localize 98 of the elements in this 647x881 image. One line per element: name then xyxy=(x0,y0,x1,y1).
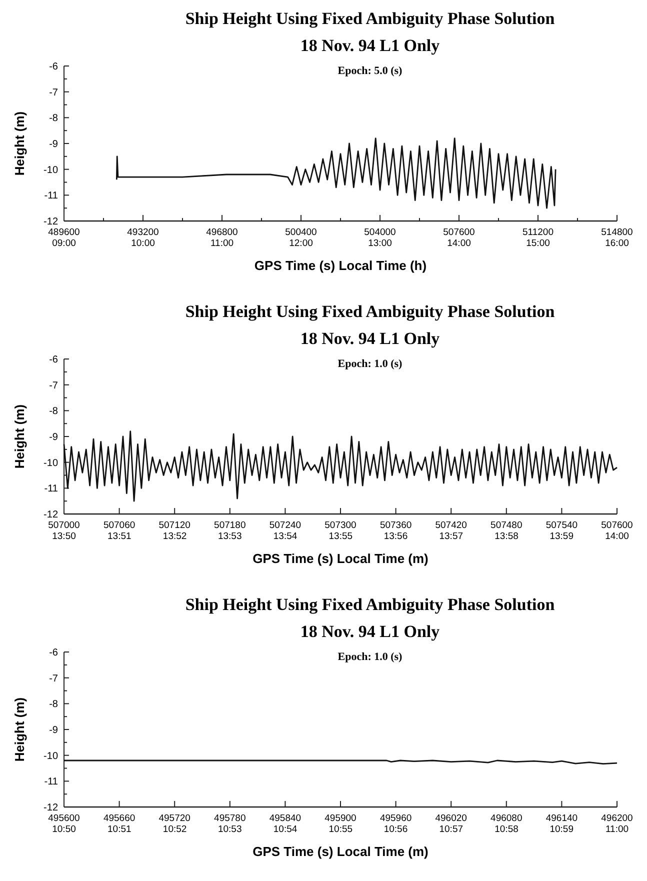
x-tick-label: 496140 xyxy=(546,813,578,824)
y-tick-label: -10 xyxy=(44,750,58,762)
x2-tick-label: 13:57 xyxy=(439,531,464,542)
x2-tick-label: 12:00 xyxy=(289,238,313,249)
y-axis-title: Height (m) xyxy=(12,697,27,762)
x-tick-label: 507180 xyxy=(214,520,246,531)
x2-tick-label: 16:00 xyxy=(605,238,629,249)
y-tick-label: -9 xyxy=(49,725,58,736)
chart-subtitle: 18 Nov. 94 L1 Only xyxy=(300,36,440,55)
x2-tick-label: 10:50 xyxy=(52,824,76,835)
x-tick-label: 507540 xyxy=(546,520,578,531)
chart-subtitle: 18 Nov. 94 L1 Only xyxy=(300,329,440,348)
x2-tick-label: 10:55 xyxy=(328,824,353,835)
x-tick-label: 504000 xyxy=(364,227,396,238)
y-tick-label: -10 xyxy=(44,458,58,469)
x-tick-label: 507240 xyxy=(269,520,302,531)
y-tick-label: -9 xyxy=(49,432,58,443)
x-axis-title: GPS Time (s) Local Time (m) xyxy=(252,551,428,566)
y-tick-label: -11 xyxy=(44,484,58,495)
annotation: Epoch: 5.0 (s) xyxy=(338,65,403,77)
y-tick-label: -10 xyxy=(44,164,58,176)
x2-tick-label: 10:52 xyxy=(162,824,187,835)
y-tick-label: -6 xyxy=(49,62,58,72)
x-tick-label: 507600 xyxy=(443,227,475,238)
x-tick-label: 493200 xyxy=(127,227,159,238)
x2-tick-label: 14:00 xyxy=(605,531,629,542)
x-tick-label: 507420 xyxy=(435,520,467,531)
x-tick-label: 511200 xyxy=(522,227,554,238)
y-tick-label: -12 xyxy=(44,802,58,814)
x-tick-label: 496800 xyxy=(206,227,238,238)
x2-tick-label: 13:00 xyxy=(368,238,392,249)
y-axis-title: Height (m) xyxy=(12,111,27,176)
x2-tick-label: 13:52 xyxy=(162,531,187,542)
x-tick-label: 495900 xyxy=(324,813,356,824)
x-tick-label: 507300 xyxy=(324,520,356,531)
y-tick-label: -8 xyxy=(49,699,58,710)
x2-tick-label: 13:56 xyxy=(384,531,408,542)
y-tick-label: -6 xyxy=(49,648,58,658)
y-tick-label: -8 xyxy=(49,113,58,124)
x-tick-label: 507480 xyxy=(490,520,522,531)
line-series xyxy=(116,138,556,209)
chart-subtitle: 18 Nov. 94 L1 Only xyxy=(300,622,440,641)
y-axis-title: Height (m) xyxy=(12,404,27,469)
x2-tick-label: 15:00 xyxy=(526,238,550,249)
y-tick-label: -7 xyxy=(49,87,58,98)
x2-tick-label: 13:51 xyxy=(108,531,132,542)
x2-tick-label: 11:00 xyxy=(210,238,234,249)
x2-tick-label: 11:00 xyxy=(605,824,629,835)
x-tick-label: 496200 xyxy=(601,813,633,824)
annotation: Epoch: 1.0 (s) xyxy=(338,651,403,663)
x2-tick-label: 13:54 xyxy=(273,531,298,542)
y-tick-label: -7 xyxy=(49,673,58,684)
x2-tick-label: 13:50 xyxy=(52,531,76,542)
x-tick-label: 507060 xyxy=(103,520,136,531)
y-tick-label: -12 xyxy=(44,216,58,228)
x-tick-label: 507000 xyxy=(48,520,80,531)
x2-tick-label: 10:51 xyxy=(108,824,132,835)
x-tick-label: 495720 xyxy=(158,813,190,824)
x2-tick-label: 13:58 xyxy=(494,531,518,542)
x2-tick-label: 14:00 xyxy=(447,238,471,249)
x-tick-label: 495600 xyxy=(48,813,80,824)
x-tick-label: 489600 xyxy=(48,227,80,238)
chart-title: Ship Height Using Fixed Ambiguity Phase Solution xyxy=(185,9,556,28)
x-tick-label: 500400 xyxy=(285,227,317,238)
y-tick-label: -12 xyxy=(44,510,58,520)
x-tick-label: 495780 xyxy=(214,813,246,824)
chart-title: Ship Height Using Fixed Ambiguity Phase Solution xyxy=(185,302,556,321)
x-tick-label: 496080 xyxy=(490,813,522,824)
x2-tick-label: 10:58 xyxy=(494,824,518,835)
y-tick-label: -7 xyxy=(49,380,58,392)
x-tick-label: 507360 xyxy=(380,520,412,531)
y-tick-label: -6 xyxy=(49,354,58,366)
x-tick-label: 496020 xyxy=(435,813,467,824)
x-tick-label: 507600 xyxy=(601,520,633,531)
x-tick-label: 495660 xyxy=(103,813,136,824)
x-axis-title: GPS Time (s) Local Time (m) xyxy=(252,844,428,859)
x2-tick-label: 10:57 xyxy=(439,824,464,835)
y-tick-label: -8 xyxy=(49,406,58,418)
x2-tick-label: 09:00 xyxy=(52,238,76,249)
x2-tick-label: 10:53 xyxy=(218,824,242,835)
x-tick-label: 495840 xyxy=(269,813,302,824)
line-series xyxy=(63,430,618,502)
annotation: Epoch: 1.0 (s) xyxy=(338,358,403,370)
y-tick-label: -9 xyxy=(49,139,58,150)
x-axis-title: GPS Time (s) Local Time (h) xyxy=(254,258,427,273)
y-tick-label: -11 xyxy=(44,776,58,788)
x-tick-label: 507120 xyxy=(158,520,190,531)
x-tick-label: 495960 xyxy=(380,813,412,824)
y-tick-label: -11 xyxy=(44,190,58,202)
x2-tick-label: 10:56 xyxy=(384,824,408,835)
x2-tick-label: 13:59 xyxy=(550,531,574,542)
x2-tick-label: 10:54 xyxy=(273,824,298,835)
x2-tick-label: 10:00 xyxy=(131,238,155,249)
x2-tick-label: 13:55 xyxy=(328,531,353,542)
chart-title: Ship Height Using Fixed Ambiguity Phase Solution xyxy=(185,595,556,614)
x-tick-label: 514800 xyxy=(601,227,633,238)
x2-tick-label: 10:59 xyxy=(550,824,574,835)
x2-tick-label: 13:53 xyxy=(218,531,242,542)
